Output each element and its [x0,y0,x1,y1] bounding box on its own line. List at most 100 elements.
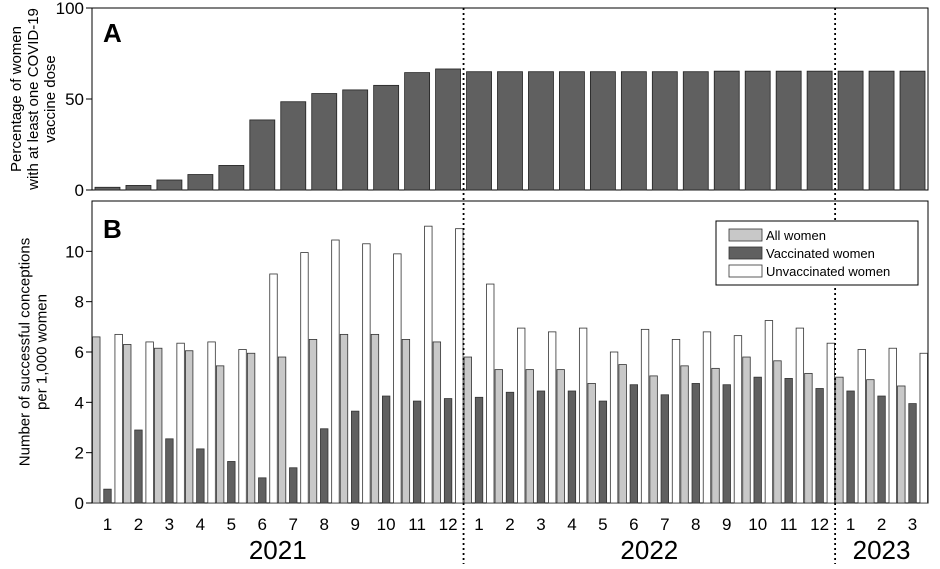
panel-b-ytick-label: 6 [75,343,84,362]
panel-a-bar [899,70,926,191]
panel-b-ylabel-line: per 1,000 women [34,294,51,410]
panel-a-bar [528,71,554,191]
panel-b-bar [578,327,588,504]
x-tick-label: 2 [877,515,886,534]
panel-a-letter: A [103,18,122,48]
panel-a-bar [651,71,678,191]
panel-b-bar [804,372,813,504]
panel-a-ylabel-line: with at least one COVID-19 [25,8,42,191]
panel-b-bar [474,396,484,504]
x-tick-label: 11 [408,515,426,534]
panel-b-ylabel-line: Number of successful conceptions [17,238,34,466]
x-tick-label: 5 [227,515,236,534]
panel-b-ytick-label: 2 [75,444,84,463]
panel-a-bar [342,89,369,191]
x-tick-label: 7 [660,515,669,534]
panel-b-bar [702,331,712,504]
panel-a-bar [187,174,214,191]
panel-a-ylabel: Percentage of women with at least one COV… [8,8,59,191]
panel-b-bar [351,410,360,504]
panel-b-bar [401,339,411,504]
panel-b-bar [897,385,906,504]
panel-b-bar [145,341,154,504]
panel-b-bar [640,328,650,504]
panel-b-bar [587,383,596,504]
panel-b-bar [154,347,163,504]
panel-b-ytick-label: 10 [65,242,84,261]
panel-b-bar [525,369,534,504]
panel-b-bar [753,376,762,504]
panel-b-bar [671,339,681,504]
panel-a-ytick-label: 50 [65,90,84,109]
panel-b-bar [517,327,526,504]
panel-a-bar [682,71,709,191]
panel-a-bar [156,179,183,191]
panel-b-bar [548,331,557,504]
panel-b-bar [443,398,453,504]
panel-b-bar [258,477,267,504]
panel-b-bar [123,344,132,504]
legend-label: All women [766,228,826,243]
panel-b-bar [238,349,247,504]
x-tick-label: 6 [258,515,267,534]
panel-b-bar [877,395,886,504]
panel-b-bar [362,243,371,504]
panel-a-bar [775,70,802,191]
panel-b-bar [331,239,340,504]
panel-b-ytick-label: 4 [75,393,84,412]
panel-b-bar [207,341,216,504]
legend-swatch [728,228,763,242]
panel-b-bar [370,333,380,504]
x-tick-label: 6 [629,515,638,534]
panel-b-ytick-label: 8 [75,293,84,312]
panel-b-bar [888,347,897,504]
panel-a-ytick-label: 0 [75,181,84,200]
panel-b-bar [424,225,433,504]
panel-b-bar [92,336,101,504]
legend: All women Vaccinated women Unvaccinated wo… [715,220,919,286]
panel-a-bar [125,185,152,191]
panel-b-bar [381,395,391,504]
panel-b-bar [536,390,546,504]
panel-a-bar [806,70,833,191]
panel-b-bar [300,252,309,504]
panel-a-bar [837,70,864,191]
x-tick-label: 1 [474,515,483,534]
year-label: 2021 [249,535,307,564]
panel-a-ylabel-line: vaccine dose [42,55,59,143]
panel-b-bar [339,333,349,504]
panel-b-bar [722,384,731,504]
x-tick-label: 9 [350,515,359,534]
x-tick-label: 2 [134,515,143,534]
panel-b-bar [826,342,835,504]
panel-a-bar [559,71,585,191]
panel-b-bar [908,403,917,504]
x-tick-label: 9 [722,515,731,534]
legend-swatch [728,246,763,260]
panel-b-bar [412,400,422,504]
panel-b-bar [432,341,442,504]
x-tick-label: 11 [780,515,798,534]
panel-a-bar [868,70,895,191]
panel-b-bar [857,349,866,504]
panel-a-bar [311,93,338,191]
panel-b-bar [919,352,928,504]
panel-b-bar [320,428,329,504]
panel-b-bar [277,356,287,504]
x-tick-label: 1 [846,515,855,534]
panel-b-bar [764,320,774,504]
panel-b-bar [866,379,875,504]
x-tick-label: 3 [536,515,545,534]
panel-b-bar [393,253,402,504]
panel-b-bar [629,384,639,504]
x-tick-label: 10 [377,515,396,534]
panel-a-bar [249,119,276,191]
panel-a-bar [497,71,523,191]
panel-b-bar [835,376,844,504]
panel-b-ylabel: Number of successful conceptions per 1,00… [17,238,51,466]
panel-b-bar [308,339,318,504]
x-tick-label: 5 [598,515,607,534]
x-tick-label: 12 [810,515,829,534]
panel-a-bar [94,186,121,191]
panel-b-bar [660,394,669,504]
